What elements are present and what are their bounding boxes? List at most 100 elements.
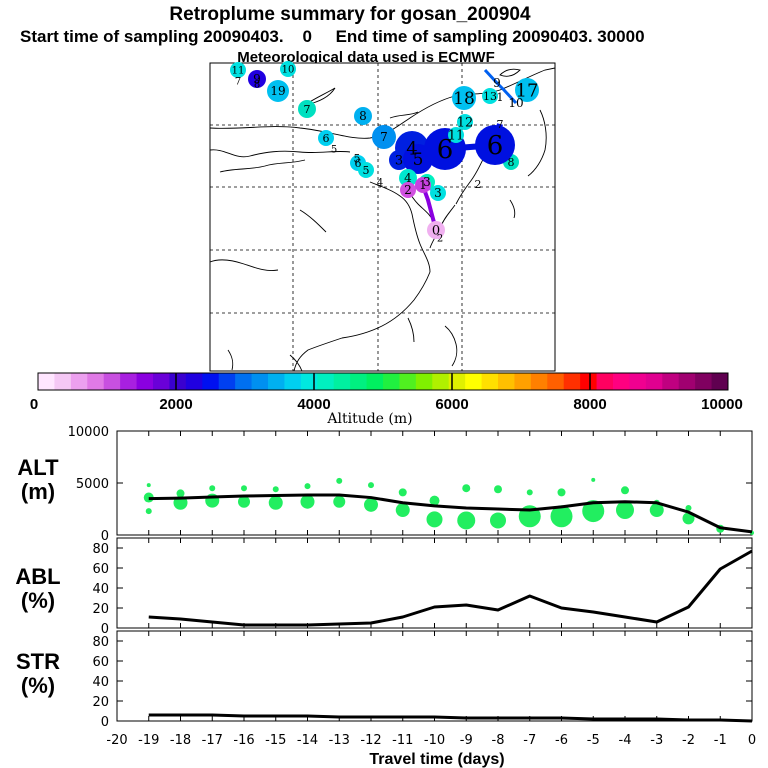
alt-scatter-point	[145, 508, 152, 515]
str-series-line	[148, 713, 753, 723]
trajectory-day-label: 11	[232, 66, 245, 77]
x-tick-label: -14	[297, 733, 318, 748]
alt-scatter-point	[426, 511, 443, 528]
x-tick-label: -13	[329, 733, 350, 748]
trajectory-day-label: 10	[508, 96, 523, 110]
alt-scatter-point	[268, 495, 283, 510]
alt-scatter-point	[494, 485, 502, 494]
alt-scatter-point	[429, 495, 440, 506]
y-tick-label: 80	[92, 635, 109, 650]
x-tick-label: -17	[202, 733, 223, 748]
colorbar-cell	[268, 373, 285, 390]
x-tick-label: -19	[138, 733, 159, 748]
colorbar-cell	[448, 373, 466, 390]
abl-series-line	[148, 549, 753, 627]
colorbar-cell	[481, 373, 499, 390]
x-tick-label: -2	[682, 733, 695, 748]
alt-scatter-point	[457, 511, 476, 530]
alt-scatter-point	[238, 495, 250, 508]
trajectory-circle	[400, 182, 416, 198]
colorbar-cell	[645, 373, 663, 390]
abl-panel-frame	[116, 537, 753, 629]
colorbar-tick: 6000	[435, 396, 468, 413]
trajectory-circle	[399, 169, 417, 187]
alt-scatter-point	[300, 494, 315, 509]
trajectory-day-label: 7	[380, 130, 388, 144]
alt-scatter-point	[557, 488, 566, 497]
colorbar-cell	[251, 373, 269, 390]
colorbar-cell	[695, 373, 713, 390]
colorbar-tick: 0	[30, 396, 38, 413]
colorbar-cell	[235, 373, 253, 390]
alt-panel-label: ALT	[17, 455, 59, 480]
alt-scatter-point	[336, 477, 343, 484]
trajectory-day-label: 1	[419, 178, 427, 192]
alt-scatter-point	[398, 488, 407, 497]
x-tick-label: -18	[170, 733, 191, 748]
colorbar-cell	[432, 373, 450, 390]
trajectory-day-label: 7	[235, 77, 241, 88]
colorbar-cell	[70, 373, 88, 390]
time-series-panels: ALT (m) ABL (%) STR (%) 1000050000806040…	[15, 425, 756, 768]
colorbar-cell	[153, 373, 170, 390]
alt-scatter-point	[146, 483, 151, 488]
x-tick-label: -7	[523, 733, 536, 748]
alt-scatter-point	[304, 483, 311, 490]
y-tick-label: 60	[92, 655, 109, 670]
trajectory-circle	[515, 78, 539, 102]
x-tick-label: -8	[492, 733, 505, 748]
alt-scatter-point	[395, 503, 410, 518]
map-frame	[209, 62, 556, 372]
x-tick-label: -15	[265, 733, 286, 748]
colorbar-cell	[120, 373, 138, 390]
trajectory-day-label: 5	[413, 150, 424, 170]
alt-scatter-point	[462, 484, 471, 493]
trajectory-circle	[457, 114, 473, 130]
alt-scatter-point	[582, 500, 605, 523]
trajectory-day-label: 4	[404, 171, 412, 185]
colorbar-cell	[284, 373, 302, 390]
colorbar-cell	[300, 373, 318, 390]
x-tick-label: -12	[360, 733, 381, 748]
colorbar-cell	[333, 373, 351, 390]
colorbar-cell	[514, 373, 532, 390]
alt-scatter-point	[176, 489, 185, 498]
alt-scatter-point	[550, 505, 573, 528]
colorbar-cell	[218, 373, 236, 390]
trajectory-day-label: 6	[487, 131, 504, 161]
trajectory-circle	[482, 88, 498, 104]
colorbar-label: Altitude (m)	[326, 411, 412, 427]
str-panel-units: (%)	[21, 673, 55, 698]
colorbar-cell	[711, 373, 729, 390]
colorbar-cell	[185, 373, 203, 390]
x-tick-label: -5	[587, 733, 600, 748]
alt-scatter-point	[649, 503, 664, 518]
colorbar-tick: 8000	[573, 396, 606, 413]
alt-scatter-point	[526, 489, 533, 496]
colorbar-cell	[169, 373, 187, 390]
trajectory-day-label: 13	[483, 90, 497, 103]
alt-scatter-point	[272, 486, 279, 493]
trajectory-day-label: 5	[331, 145, 337, 156]
trajectory-day-label: 8	[254, 80, 260, 91]
trajectory-day-label: 4	[406, 138, 417, 159]
x-tick-label: -6	[555, 733, 568, 748]
colorbar-cell	[629, 373, 647, 390]
y-tick-label: 60	[92, 562, 109, 577]
trajectory-day-label: 9	[253, 72, 261, 86]
y-tick-label: 20	[92, 695, 109, 710]
colorbar-cell	[54, 373, 72, 390]
sampling-times: Start time of sampling 20090403. 0 End t…	[20, 27, 645, 46]
chart-title: Retroplume summary for gosan_200904	[169, 4, 531, 25]
colorbar-cell	[350, 373, 368, 390]
colorbar-cell	[530, 373, 548, 390]
y-tick-label: 80	[92, 542, 109, 557]
colorbar-cell	[415, 373, 433, 390]
trajectory-circle	[358, 162, 374, 178]
alt-scatter-point	[616, 501, 634, 520]
x-tick-label: -16	[233, 733, 254, 748]
x-tick-label: -9	[460, 733, 473, 748]
colorbar-tick: 10000	[701, 396, 743, 413]
trajectory-circle	[248, 70, 266, 88]
